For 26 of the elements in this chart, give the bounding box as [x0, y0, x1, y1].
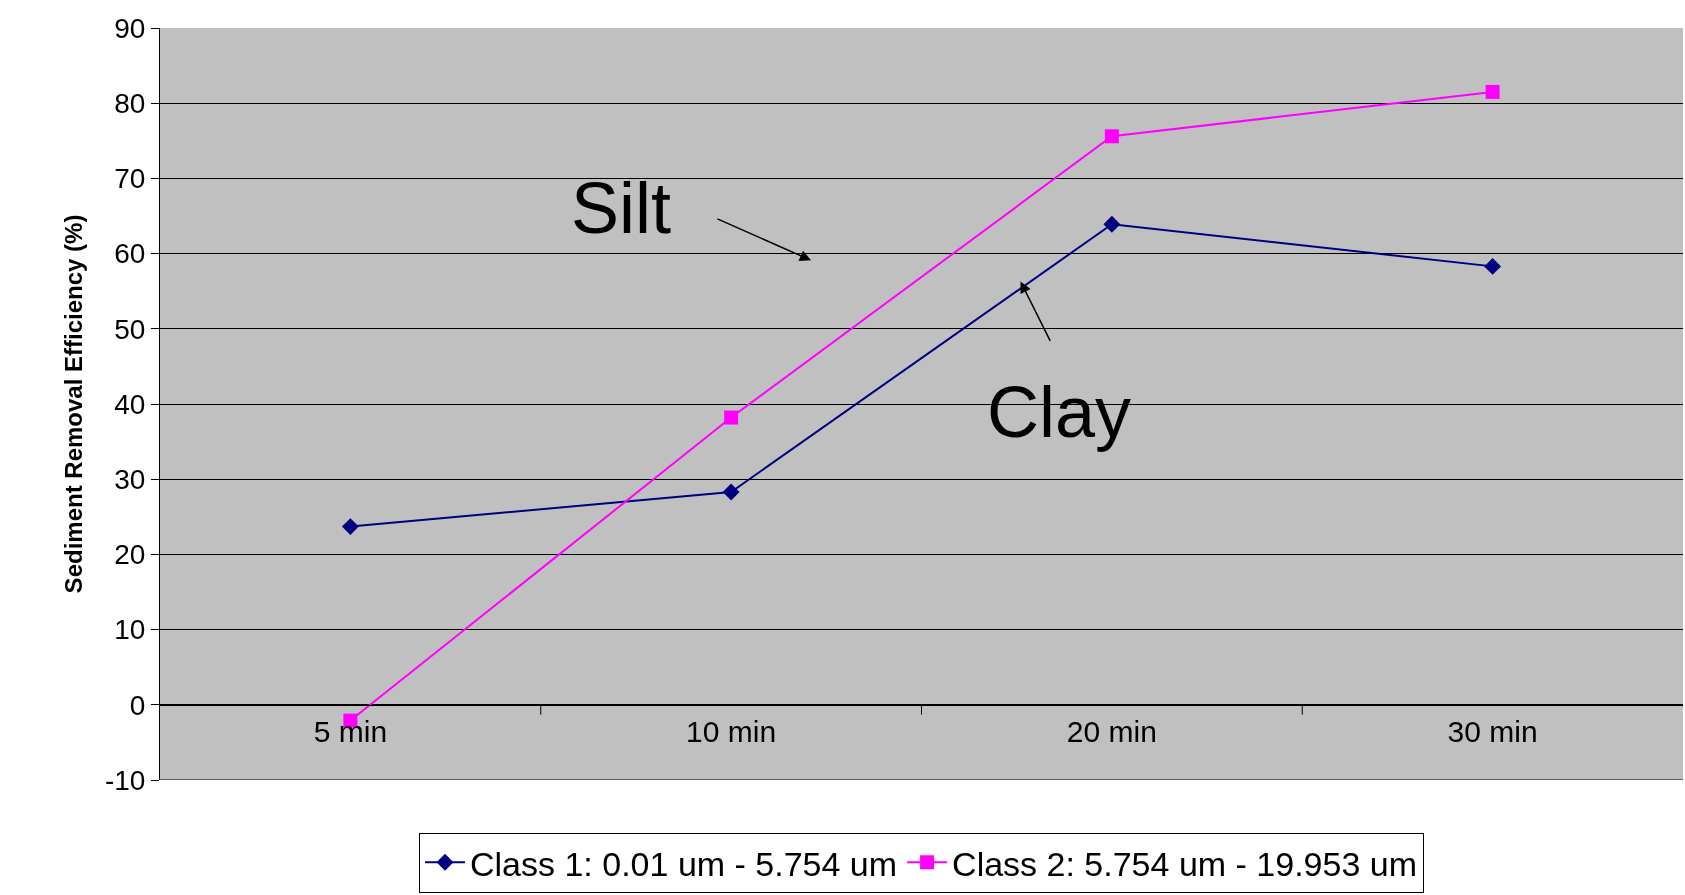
- point: [1485, 84, 1500, 99]
- y-tick-label: 10: [114, 614, 146, 646]
- point: [1103, 215, 1121, 233]
- point: [1484, 257, 1502, 275]
- x-tick-label: 30 min: [1447, 714, 1538, 748]
- point: [724, 410, 739, 425]
- y-tick-label: 60: [114, 238, 146, 270]
- y-tick-label: 30: [114, 464, 146, 495]
- y-tick-label: 50: [114, 313, 146, 345]
- point: [341, 518, 359, 536]
- legend-label: Class 2: 5.754 um - 19.953 um: [952, 844, 1418, 883]
- y-tick-label: 90: [114, 12, 146, 44]
- point: [1104, 129, 1119, 144]
- legend-label: Class 1: 0.01 um - 5.754 um: [470, 844, 898, 883]
- y-tick-label: 80: [114, 88, 146, 119]
- x-tick-label: 10 min: [686, 714, 777, 748]
- x-tick-label: 20 min: [1066, 714, 1157, 748]
- x-tick-label: 5 min: [313, 714, 388, 748]
- y-tick-label: 0: [129, 689, 146, 721]
- y-tick-label: -10: [104, 764, 146, 796]
- annotation: Silt: [571, 168, 672, 248]
- point: [722, 483, 740, 501]
- y-tick-label: 40: [114, 388, 146, 420]
- y-tick-label: 70: [114, 163, 146, 195]
- y-tick-label: 20: [114, 539, 146, 571]
- y-axis-title: Sediment Removal Efficiency (%): [60, 214, 88, 594]
